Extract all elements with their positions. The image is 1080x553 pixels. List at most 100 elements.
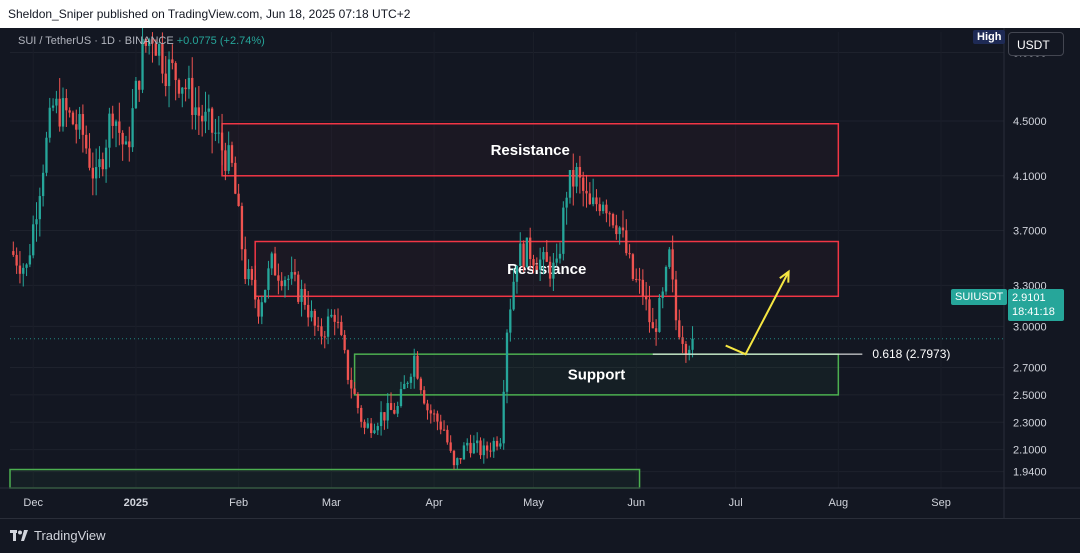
y-tick-label: 3.0000 <box>1013 321 1047 333</box>
candle-body <box>360 407 363 422</box>
candle-body <box>519 243 522 266</box>
candle-body <box>462 445 466 460</box>
candle-body <box>578 167 582 178</box>
candle-body <box>654 328 658 332</box>
candle-body <box>227 145 230 171</box>
candle-body <box>114 121 118 126</box>
candle-body <box>85 134 88 149</box>
resistance-zone <box>221 122 840 177</box>
candle-body <box>323 336 326 338</box>
candle-body <box>585 190 588 194</box>
candle-body <box>18 265 22 274</box>
candle-body <box>310 310 313 318</box>
candle-body <box>489 450 492 452</box>
x-tick-label: Jun <box>627 497 645 509</box>
candle-body <box>230 145 234 163</box>
candle-body <box>479 440 482 456</box>
candle-body <box>399 389 403 407</box>
support-zone <box>9 468 641 489</box>
candle-body <box>376 426 379 431</box>
candle-body <box>187 77 191 90</box>
candle-body <box>104 147 108 170</box>
candle-body <box>601 204 605 212</box>
candle-body <box>688 349 691 355</box>
candle-body <box>638 279 641 281</box>
candle-body <box>403 383 406 390</box>
candle-body <box>492 440 495 452</box>
candle-body <box>138 80 141 90</box>
candle-body <box>618 227 621 235</box>
candle-body <box>641 279 645 297</box>
candle-body <box>439 421 442 430</box>
bar-countdown: 18:41:18 <box>1012 306 1055 318</box>
candle-body <box>615 225 618 235</box>
candles-layer <box>12 28 694 470</box>
candle-body <box>525 237 529 268</box>
price-change: +0.0775 (+2.74%) <box>176 35 265 47</box>
candle-body <box>65 98 68 111</box>
candle-body <box>529 237 532 260</box>
support-zone <box>353 353 840 396</box>
candle-body <box>181 87 184 94</box>
symbol-line: SUI / TetherUS · 1D · BINANCE <box>18 35 174 47</box>
candle-body <box>22 267 25 274</box>
currency-button[interactable]: USDT <box>1008 32 1064 56</box>
candle-body <box>393 409 396 414</box>
candle-body <box>459 458 462 460</box>
chart-grid <box>10 32 1004 488</box>
tradingview-logo[interactable]: TradingView <box>10 528 106 543</box>
candle-body <box>38 196 41 220</box>
candle-body <box>267 268 270 290</box>
candle-body <box>330 314 333 317</box>
price-chart[interactable]: Resistance Resistance Support 0.618 (2.797… <box>0 28 1080 518</box>
symbol-legend: SUI / TetherUS · 1D · BINANCE +0.0775 (+… <box>18 35 265 47</box>
candle-body <box>25 264 28 268</box>
candle-body <box>277 275 280 281</box>
candle-body <box>128 141 131 148</box>
x-tick-label: Apr <box>426 497 443 509</box>
candle-body <box>635 278 638 280</box>
publisher-bar: Sheldon_Sniper published on TradingView.… <box>0 0 1080 28</box>
candle-body <box>210 108 214 133</box>
candle-body <box>591 197 595 205</box>
candle-body <box>472 443 476 454</box>
candle-body <box>568 170 572 198</box>
candle-body <box>217 132 220 134</box>
last-price: 2.9101 <box>1012 292 1046 304</box>
candle-body <box>396 406 399 414</box>
candle-body <box>485 445 489 451</box>
candle-body <box>204 111 207 122</box>
candle-body <box>283 280 287 287</box>
candle-body <box>293 272 297 275</box>
candle-body <box>48 107 51 138</box>
candle-body <box>224 150 227 171</box>
high-badge[interactable]: High <box>973 30 1006 44</box>
candle-body <box>482 445 485 456</box>
x-tick-label: May <box>523 497 544 509</box>
candle-body <box>184 87 187 90</box>
zone-label: Resistance <box>507 261 586 278</box>
candle-body <box>406 382 409 384</box>
candle-body <box>134 80 138 109</box>
candle-body <box>207 108 210 112</box>
candle-body <box>124 141 128 145</box>
candle-body <box>373 430 376 434</box>
candle-body <box>625 230 628 254</box>
y-tick-label: 2.1000 <box>1013 445 1047 457</box>
candle-body <box>436 413 439 422</box>
x-tick-label: Sep <box>931 497 951 509</box>
candle-body <box>353 388 356 394</box>
candle-body <box>671 249 674 280</box>
candle-body <box>144 38 148 46</box>
candle-body <box>499 443 502 447</box>
y-tick-label: 4.5000 <box>1013 116 1047 128</box>
candle-body <box>270 253 273 269</box>
candle-body <box>545 252 548 262</box>
candle-body <box>201 115 204 122</box>
candle-body <box>164 73 167 87</box>
candle-body <box>121 132 124 145</box>
candle-body <box>691 338 694 350</box>
candle-body <box>71 112 75 125</box>
candle-body <box>476 440 479 444</box>
candle-body <box>350 379 353 389</box>
